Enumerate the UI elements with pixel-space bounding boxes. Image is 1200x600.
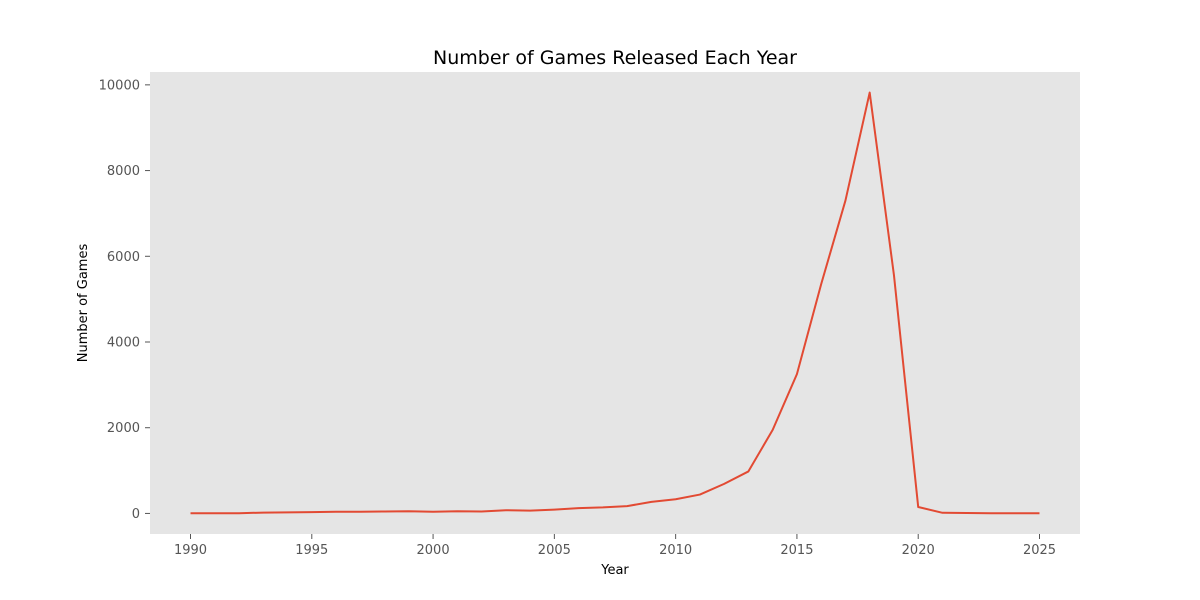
- plot-background: [150, 72, 1080, 534]
- series-layer: [190, 91, 1040, 515]
- x-tick-label: 1990: [174, 543, 207, 558]
- y-tick-label: 2000: [107, 421, 140, 436]
- axis-ticks: 1990 1995 2000 2005 2010 2015 2020 2025 0 2000 400…: [99, 78, 1056, 558]
- x-tick-label: 2020: [902, 543, 935, 558]
- y-tick-label: 8000: [107, 164, 140, 179]
- x-tick-label: 2015: [780, 543, 813, 558]
- series-line: [190, 91, 1040, 515]
- x-tick-label: 2000: [417, 543, 450, 558]
- y-tick-label: 0: [132, 507, 140, 522]
- x-tick-label: 2025: [1023, 543, 1056, 558]
- x-tick-label: 2010: [659, 543, 692, 558]
- chart-title: Number of Games Released Each Year: [433, 47, 797, 69]
- x-tick-label: 2005: [538, 543, 571, 558]
- y-axis-label: Number of Games: [76, 244, 91, 363]
- y-tick-label: 4000: [107, 336, 140, 351]
- y-tick-label: 10000: [99, 78, 140, 93]
- y-tick-label: 6000: [107, 250, 140, 265]
- x-axis-label: Year: [600, 563, 629, 578]
- x-tick-label: 1995: [295, 543, 328, 558]
